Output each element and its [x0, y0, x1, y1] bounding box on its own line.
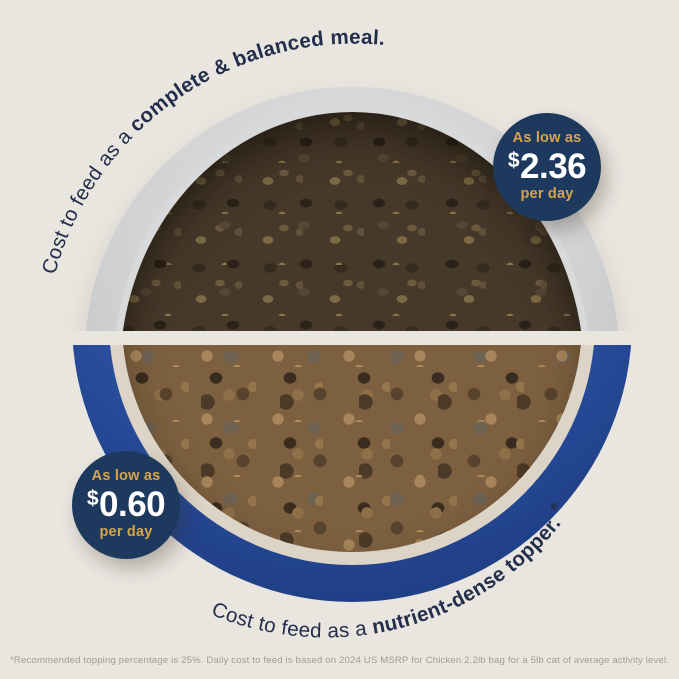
badge-price: $2.36 [507, 147, 587, 186]
footnote: *Recommended topping percentage is 25%. … [10, 655, 669, 666]
curved-heading-topper-regular: Cost to feed as a [209, 598, 375, 643]
price-amount: 2.36 [520, 147, 587, 186]
topper-bowl-photo [0, 345, 679, 603]
badge-suffix: per day [520, 186, 574, 202]
currency-symbol: $ [86, 487, 99, 510]
badge-suffix: per day [99, 524, 153, 540]
price-badge-meal: As low as $2.36 per day [493, 113, 601, 221]
price-badge-topper: As low as $0.60 per day [72, 451, 180, 559]
currency-symbol: $ [507, 149, 520, 172]
badge-prefix: As low as [512, 130, 582, 147]
badge-price: $0.60 [86, 485, 166, 524]
badge-prefix: As low as [91, 468, 161, 485]
price-amount: 0.60 [99, 485, 166, 524]
